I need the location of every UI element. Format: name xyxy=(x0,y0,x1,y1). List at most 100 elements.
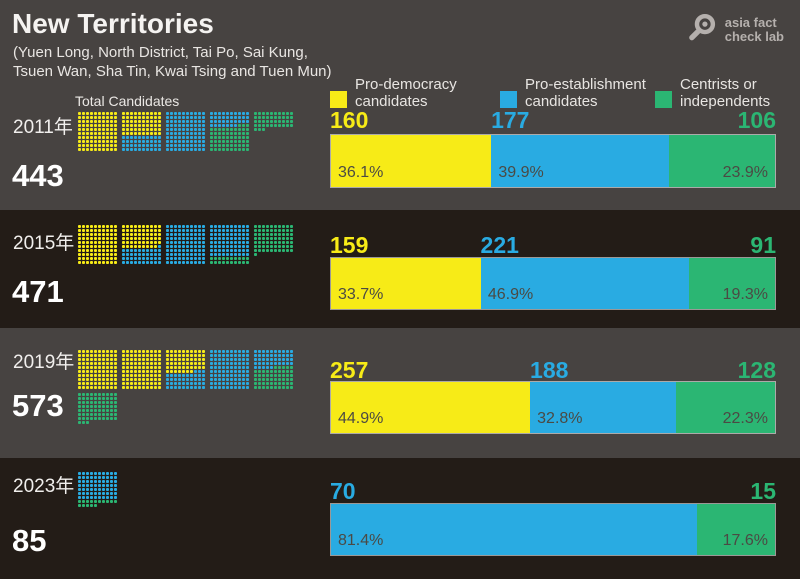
candidate-dot xyxy=(94,405,97,408)
candidate-dot xyxy=(242,136,245,139)
candidate-dot xyxy=(90,417,93,420)
candidate-dot xyxy=(86,496,89,499)
candidate-dot xyxy=(178,249,181,252)
candidate-dot xyxy=(126,245,129,248)
candidate-dot xyxy=(98,354,101,357)
total-candidates-value: 443 xyxy=(12,158,64,193)
candidate-dot xyxy=(258,378,261,381)
candidate-dot xyxy=(114,472,117,475)
candidate-dot xyxy=(158,386,161,389)
candidate-dot xyxy=(134,378,137,381)
candidate-dot xyxy=(110,148,113,151)
candidate-dot xyxy=(238,120,241,123)
candidate-dot xyxy=(254,253,257,256)
candidate-dot xyxy=(134,229,137,232)
candidate-dot xyxy=(242,350,245,353)
candidate-dot xyxy=(110,350,113,353)
candidate-dot xyxy=(198,112,201,115)
candidate-dot xyxy=(198,136,201,139)
candidate-dot xyxy=(190,374,193,377)
candidate-dot xyxy=(110,136,113,139)
candidate-dot xyxy=(218,136,221,139)
candidate-dot xyxy=(182,257,185,260)
candidate-dot xyxy=(170,257,173,260)
candidate-dot xyxy=(266,241,269,244)
band-2011: New Territories (Yuen Long, North Distri… xyxy=(0,0,800,210)
candidate-dot xyxy=(262,350,265,353)
candidate-dot xyxy=(106,358,109,361)
candidate-dot xyxy=(214,237,217,240)
candidate-dot xyxy=(174,229,177,232)
candidate-dot xyxy=(186,374,189,377)
candidate-dot xyxy=(142,358,145,361)
candidate-dot xyxy=(254,362,257,365)
candidate-dot xyxy=(146,249,149,252)
candidate-dot xyxy=(174,120,177,123)
candidate-dot xyxy=(230,362,233,365)
candidate-dot xyxy=(174,136,177,139)
candidate-dot xyxy=(214,253,217,256)
candidate-dot xyxy=(110,480,113,483)
candidate-dot xyxy=(166,112,169,115)
candidate-dot xyxy=(170,241,173,244)
candidate-dot xyxy=(78,417,81,420)
candidate-dot xyxy=(98,136,101,139)
candidate-dot xyxy=(94,378,97,381)
candidate-dot xyxy=(86,140,89,143)
candidate-dot xyxy=(202,350,205,353)
candidate-dot xyxy=(282,370,285,373)
candidate-dot xyxy=(98,393,101,396)
candidate-dot xyxy=(102,476,105,479)
candidate-dot xyxy=(82,354,85,357)
candidate-dot xyxy=(178,144,181,147)
candidate-dot xyxy=(122,382,125,385)
candidate-dot xyxy=(266,112,269,115)
candidate-dot xyxy=(90,370,93,373)
candidate-dot xyxy=(234,386,237,389)
candidate-dot xyxy=(98,378,101,381)
total-candidates-value: 85 xyxy=(12,523,47,558)
candidate-dot xyxy=(102,397,105,400)
candidate-dot xyxy=(106,476,109,479)
candidate-dot xyxy=(238,378,241,381)
candidate-dot xyxy=(226,358,229,361)
candidate-dot xyxy=(186,354,189,357)
candidate-dot xyxy=(254,120,257,123)
candidate-dot xyxy=(150,124,153,127)
candidate-dot xyxy=(94,386,97,389)
candidate-dot xyxy=(254,374,257,377)
candidate-dot xyxy=(166,120,169,123)
candidate-dot xyxy=(226,245,229,248)
candidate-dot xyxy=(110,370,113,373)
candidate-dot xyxy=(226,136,229,139)
candidate-dot xyxy=(242,148,245,151)
candidate-dot xyxy=(202,124,205,127)
candidate-dot xyxy=(218,358,221,361)
candidate-dot xyxy=(98,144,101,147)
candidate-dot xyxy=(234,378,237,381)
candidate-dot xyxy=(254,225,257,228)
candidate-dot xyxy=(94,241,97,244)
candidate-dot xyxy=(86,350,89,353)
candidate-dot xyxy=(146,120,149,123)
candidate-dot xyxy=(218,261,221,264)
candidate-dot xyxy=(230,144,233,147)
candidate-dot xyxy=(222,116,225,119)
candidate-dot xyxy=(158,229,161,232)
candidate-dot xyxy=(278,120,281,123)
candidate-dot xyxy=(186,362,189,365)
candidate-dot xyxy=(170,358,173,361)
candidate-dot xyxy=(222,120,225,123)
candidate-dot xyxy=(86,358,89,361)
waffle-block xyxy=(78,112,117,151)
candidate-dot xyxy=(142,261,145,264)
candidate-dot xyxy=(134,366,137,369)
candidate-dot xyxy=(226,128,229,131)
candidate-dot xyxy=(286,120,289,123)
candidate-dot xyxy=(238,148,241,151)
candidate-dot xyxy=(138,257,141,260)
candidate-dot xyxy=(138,382,141,385)
candidate-dot xyxy=(102,480,105,483)
candidate-dot xyxy=(106,112,109,115)
candidate-dot xyxy=(278,370,281,373)
